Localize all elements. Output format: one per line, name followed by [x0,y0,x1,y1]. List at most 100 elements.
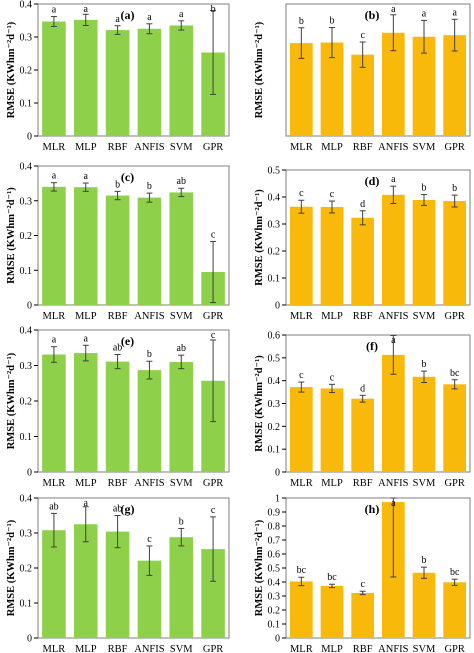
x-tick-label: ANFIS [378,644,409,653]
x-tick-label: SVM [170,478,193,489]
x-tick-label: RBF [108,478,128,489]
significance-letter: b [422,359,427,370]
bar [73,353,98,472]
significance-letter: a [84,498,89,509]
plot-frame [285,169,471,306]
y-tick-label: 0.2 [20,397,33,408]
significance-letter: c [330,372,335,383]
significance-letter: a [452,7,457,18]
chart-panel-1: 0 0.1 0.2 0.3 0.4 a MLR a MLP a RBF a ANFIS a SVM b GPR (… [6,0,230,153]
x-tick-label: MLR [43,644,66,653]
panel-label: (e) [121,334,134,348]
x-tick-label: MLP [75,478,97,489]
y-tick-label: 0.4 [20,494,33,505]
plot-frame [37,165,230,306]
x-tick-label: SVM [413,311,436,322]
y-tick-label: 0 [275,468,280,479]
y-tick-label: 0.4 [268,193,281,204]
x-tick-label: MLP [321,142,343,153]
significance-letter: a [84,4,89,15]
x-tick-label: MLR [43,478,66,489]
y-tick-label: 0.9 [268,508,281,519]
x-tick-label: RBF [353,142,373,153]
y-tick-label: 0.4 [20,0,33,11]
significance-letter: bc [297,565,307,576]
significance-letter: c [147,534,152,545]
bar [412,199,436,305]
bar [443,35,467,136]
chart-panel-5: 0 0.1 0.2 0.3 0.4 a MLR a MLP ab RBF b ANFIS ab SVM c GP… [6,326,230,489]
x-tick-label: GPR [203,142,223,153]
significance-letter: b [422,183,427,194]
y-tick-label: 0 [27,468,32,479]
significance-letter: a [84,171,89,182]
y-tick-label: 0.3 [268,399,281,410]
panel-label: (d) [365,174,380,188]
bar [73,524,98,638]
bar [137,197,162,305]
y-tick-label: 0.6 [268,550,281,561]
chart-panel-8: 0 0.1 0.2 0.3 0.4 0.5 0.6 0.7 0.8 0.9 1 bc MLR bc MLP c… [254,494,471,653]
significance-letter: ab [49,501,58,512]
x-tick-label: RBF [108,311,128,322]
y-tick-label: 0.2 [20,66,33,77]
bar [73,19,98,137]
x-tick-label: SVM [413,142,436,153]
significance-letter: b [147,181,152,192]
x-tick-label: MLR [290,644,313,653]
x-tick-label: ANFIS [378,478,409,489]
significance-letter: b [452,183,457,194]
y-tick-label: 0.6 [268,331,281,342]
y-tick-label: 1 [275,494,280,505]
bar [381,354,405,472]
significance-letter: bc [327,572,337,583]
x-tick-label: MLR [290,478,313,489]
bar [351,398,375,472]
bar [105,531,130,638]
y-axis-label: RMSE (KWhm⁻²d⁻¹) [254,519,265,616]
significance-letter: a [52,335,57,346]
y-tick-label: 0.4 [268,578,281,589]
significance-letter: ab [177,343,186,354]
bar [289,581,313,638]
bar [320,42,344,136]
bar [320,585,344,638]
significance-letter: a [52,5,57,16]
significance-letter: c [360,579,365,590]
y-axis-label: RMSE (KWhm⁻²d⁻¹) [6,352,17,449]
significance-letter: c [211,330,216,341]
significance-letter: c [211,505,216,516]
x-tick-label: MLR [43,311,66,322]
significance-letter: b [115,179,120,190]
bar [73,187,98,305]
bar [412,36,436,136]
x-tick-label: MLP [321,311,343,322]
y-axis-label: RMSE (KWhm⁻²d⁻¹) [254,189,265,286]
significance-letter: a [115,14,120,25]
significance-letter: d [360,199,365,210]
significance-letter: a [179,9,184,20]
panel-label: (b) [365,8,380,22]
bar [137,28,162,136]
x-tick-label: RBF [108,142,128,153]
x-tick-label: GPR [444,478,464,489]
significance-letter: a [391,498,396,509]
significance-letter: a [391,4,396,15]
significance-letter: a [52,171,57,182]
significance-letter: a [422,8,427,19]
x-tick-label: SVM [170,311,193,322]
y-axis-label: RMSE (KWhm⁻²d⁻¹) [6,21,17,118]
significance-letter: c [330,189,335,200]
bar [381,194,405,305]
plot-frame [285,334,471,473]
significance-letter: ab [113,342,122,353]
bar [412,572,436,638]
y-tick-label: 0.1 [20,99,33,110]
panel-label: (a) [121,8,135,22]
bar [169,25,194,137]
bar [105,361,130,472]
y-tick-label: 0.4 [20,326,33,337]
bar [42,21,66,137]
y-axis-label: RMSE (KWhm⁻²d⁻¹) [254,355,265,452]
panel-label: (f) [366,339,378,353]
